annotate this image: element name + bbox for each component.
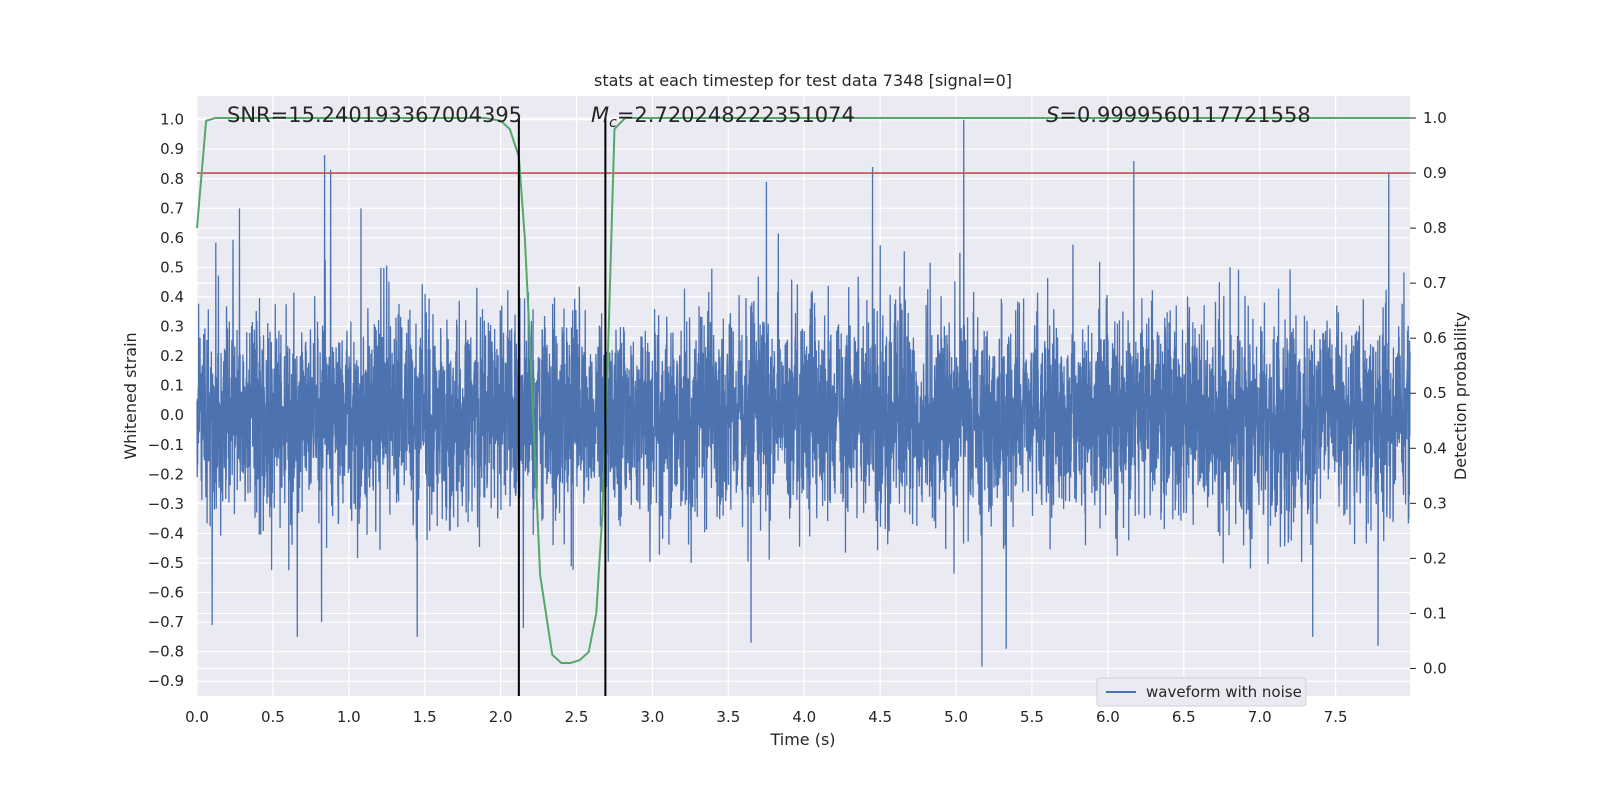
y2-tick-label: 0.3: [1423, 494, 1447, 512]
y2-axis-label: Detection probability: [1451, 312, 1470, 480]
waveform-with-noise-series: [196, 119, 1411, 667]
y-axis-ticks: 1.0 0.9 0.8 0.7 0.6 0.5 0.4 0.3 0.2 0.1 0.0 −0.1 −0.…: [148, 111, 184, 691]
y2-tick-label: 0.2: [1423, 549, 1447, 567]
y2-tick-label: 0.6: [1423, 329, 1447, 347]
chart-title: stats at each timestep for test data 734…: [594, 71, 1012, 90]
legend-entry-waveform: waveform with noise: [1146, 683, 1302, 701]
y-axis-label: Whitened strain: [121, 332, 140, 459]
waveform-line: [196, 119, 1411, 667]
s-symbol: S: [1046, 103, 1059, 127]
y-tick-label: −0.7: [148, 613, 184, 631]
y2-tick-label: 0.7: [1423, 274, 1447, 292]
y-tick-label: 0.9: [160, 140, 184, 158]
y-tick-label: −0.4: [148, 524, 184, 542]
y-tick-label: −0.9: [148, 672, 184, 690]
x-tick-label: 1.0: [337, 708, 361, 726]
y-tick-label: 0.4: [160, 288, 184, 306]
y2-tick-label: 0.5: [1423, 384, 1447, 402]
x-tick-label: 5.0: [944, 708, 968, 726]
y2-tick-label: 0.0: [1423, 659, 1447, 677]
signal-window-markers: [517, 118, 607, 696]
y2-tick-label: 1.0: [1423, 109, 1447, 127]
x-tick-label: 4.5: [868, 708, 892, 726]
snr-annotation: SNR=15.240193367004395: [227, 103, 522, 127]
y-tick-label: 0.1: [160, 377, 184, 395]
x-tick-label: 3.0: [641, 708, 665, 726]
x-tick-label: 4.0: [792, 708, 816, 726]
y-tick-label: 0.3: [160, 318, 184, 336]
x-tick-label: 2.5: [565, 708, 589, 726]
y-tick-label: −0.2: [148, 465, 184, 483]
chirp-mass-annotation: Mc=2.720248222351074: [591, 103, 855, 131]
y-tick-label: 0.5: [160, 258, 184, 276]
x-tick-label: 6.0: [1096, 708, 1120, 726]
legend: waveform with noise: [1096, 677, 1307, 707]
y-tick-label: −0.1: [148, 436, 184, 454]
x-tick-label: 1.5: [413, 708, 437, 726]
y-tick-label: 0.0: [160, 406, 184, 424]
x-tick-label: 6.5: [1172, 708, 1196, 726]
s-annotation: S=0.9999560117721558: [1046, 103, 1311, 127]
y-tick-label: 0.7: [160, 199, 184, 217]
y2-tick-label: 0.9: [1423, 164, 1447, 182]
y2-tick-label: 0.8: [1423, 219, 1447, 237]
y-tick-label: 0.6: [160, 229, 184, 247]
x-tick-label: 0.5: [261, 708, 285, 726]
y-tick-label: 0.2: [160, 347, 184, 365]
legend-box: [1096, 677, 1307, 707]
x-tick-label: 7.5: [1324, 708, 1348, 726]
x-tick-label: 0.0: [185, 708, 209, 726]
chirp-mass-symbol: M: [591, 103, 609, 127]
x-tick-label: 5.5: [1020, 708, 1044, 726]
s-value: =0.9999560117721558: [1059, 103, 1310, 127]
y-tick-label: −0.8: [148, 643, 184, 661]
y-tick-label: 1.0: [160, 111, 184, 129]
y2-axis-ticks: 1.0 0.9 0.8 0.7 0.6 0.5 0.4 0.3 0.2 0.1 0.0: [1410, 109, 1447, 677]
y-tick-label: −0.3: [148, 495, 184, 513]
y-tick-label: −0.5: [148, 554, 184, 572]
y2-tick-label: 0.4: [1423, 439, 1447, 457]
y2-tick-label: 0.1: [1423, 604, 1447, 622]
x-tick-label: 7.0: [1248, 708, 1272, 726]
chirp-mass-subscript: c: [609, 115, 617, 131]
y-tick-label: 0.8: [160, 170, 184, 188]
y-tick-label: −0.6: [148, 584, 184, 602]
probability-line: [196, 117, 1410, 664]
detection-probability-series: [196, 117, 1410, 664]
x-axis-ticks: 0.0 0.5 1.0 1.5 2.0 2.5 3.0 3.5 4.0 4.5 5.0 5.5 6.0 6…: [185, 708, 1347, 726]
chirp-mass-value: =2.720248222351074: [617, 103, 855, 127]
x-tick-label: 2.0: [489, 708, 513, 726]
x-axis-label: Time (s): [769, 730, 835, 749]
x-tick-label: 3.5: [716, 708, 740, 726]
